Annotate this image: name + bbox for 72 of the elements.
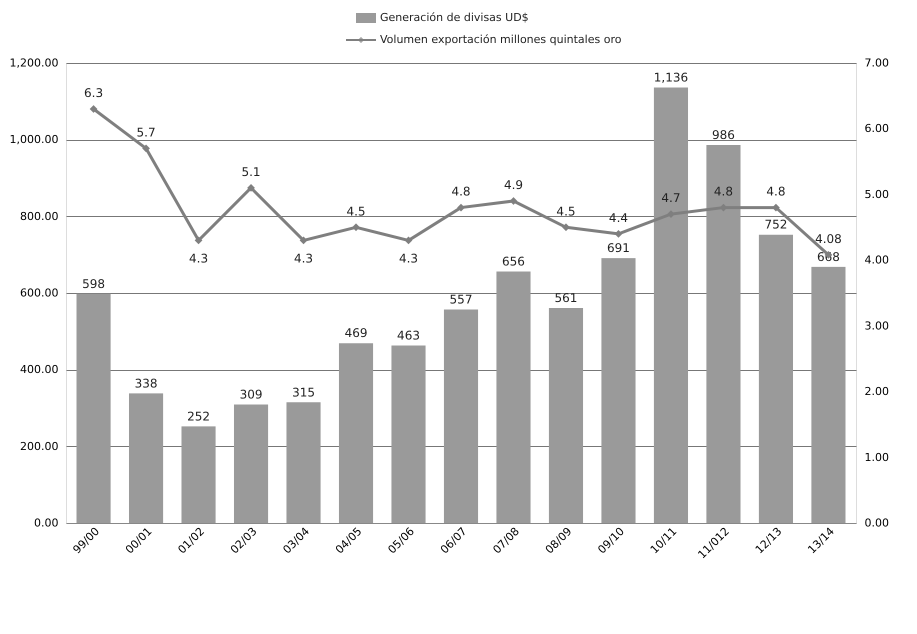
data-label: 4.7 [661,191,681,206]
y-tick-label: 1,000.00 [10,133,58,146]
y2-tick-label: 0.00 [864,516,889,530]
bar [444,309,478,523]
point [457,204,465,212]
y-tick-label: 800.00 [20,210,58,223]
y2-tick-label: 4.00 [864,254,889,267]
bar [76,294,111,523]
legend-label: Volumen exportación millones quintales oro [380,33,622,46]
point [562,223,570,232]
point [300,236,308,244]
bar [338,343,374,523]
data-label: 4.3 [188,251,208,266]
y2-tick-label: 3.00 [864,319,889,332]
bar [286,402,321,523]
bar [654,88,688,523]
data-label: 6.3 [84,86,104,100]
data-label: 4.8 [451,184,471,199]
point [772,204,780,212]
y-tick-label: 400.00 [20,363,58,376]
data-label: 338 [134,376,158,390]
bar [706,145,741,523]
bar [758,234,794,523]
bar [496,272,531,523]
data-label: 561 [554,290,578,305]
point [194,236,202,244]
point [352,223,360,232]
y2-tick-label: 6.00 [864,122,889,136]
data-label: 4.8 [714,184,734,199]
point [142,144,150,152]
data-label: 4.5 [556,204,576,218]
y2-tick-label: 1.00 [864,450,889,464]
point [404,236,412,244]
data-label: 252 [187,409,210,424]
data-label: 5.1 [241,164,261,179]
bar [181,426,216,523]
y2-tick-label: 5.00 [864,188,889,201]
bar [811,266,846,523]
data-label: 986 [712,128,735,142]
data-label: 4.5 [346,204,366,218]
data-label: 4.9 [504,178,524,192]
data-label: 656 [502,254,525,269]
data-label: 4.3 [398,251,418,266]
data-label: 4.3 [294,251,314,266]
point [510,197,518,205]
y-tick-label: 200.00 [20,440,58,453]
y2-tick-label: 2.00 [864,385,889,398]
data-label: 4.08 [815,232,842,246]
legend-label: Generación de divisas UD$ [380,11,529,24]
bar [128,393,164,523]
data-label: 557 [450,292,472,306]
bar [391,346,426,523]
data-label: 598 [82,276,106,291]
y-tick-label: 0.00 [34,516,58,530]
data-label: 463 [397,328,420,343]
data-label: 315 [292,385,315,400]
point [90,105,98,113]
data-label: 752 [764,218,788,232]
data-label: 469 [344,326,368,340]
point [247,184,255,192]
y2-tick-label: 7.00 [864,56,889,70]
data-label: 4.8 [766,184,786,199]
bar [548,308,584,523]
data-label: 309 [240,388,262,402]
data-label: 1,136 [654,70,688,85]
data-label: 691 [607,241,630,256]
bar [234,404,268,523]
bar [601,258,636,523]
y-tick-label: 600.00 [20,286,58,300]
point [614,230,622,238]
data-label: 5.7 [136,125,156,140]
y-tick-label: 1,200.00 [10,56,58,70]
